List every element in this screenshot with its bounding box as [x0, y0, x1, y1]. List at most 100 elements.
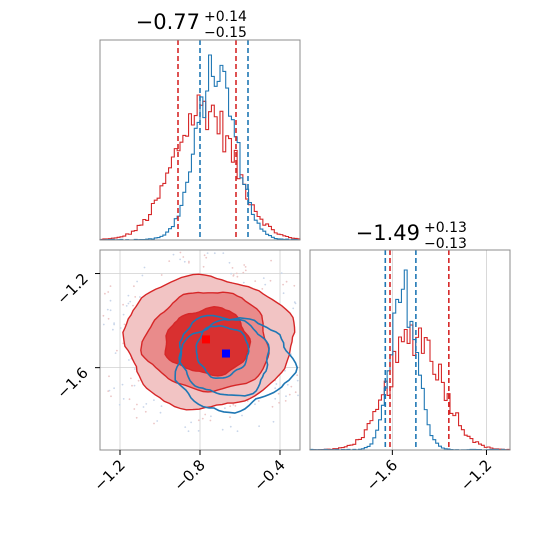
sample-point — [229, 416, 231, 419]
sample-point — [122, 398, 125, 400]
sample-point — [244, 269, 247, 272]
red-contour-line — [122, 273, 296, 411]
red-contour-line — [164, 305, 252, 377]
sample-point — [294, 302, 297, 305]
sample-point — [254, 280, 257, 282]
sample-point — [107, 317, 110, 320]
sample-point — [113, 387, 115, 390]
sample-point — [102, 323, 105, 326]
sample-point — [156, 420, 159, 422]
sample-point — [244, 266, 247, 268]
sample-point — [129, 300, 132, 303]
sample-point — [224, 407, 226, 410]
sample-point — [241, 414, 243, 417]
sample-point — [285, 280, 288, 283]
param-1-title-upper: +0.14 — [204, 9, 247, 25]
sample-point — [131, 384, 133, 387]
sample-point — [284, 369, 286, 372]
sample-point — [284, 400, 287, 402]
sample-point — [128, 398, 131, 401]
sample-point — [110, 395, 112, 398]
sample-point — [121, 383, 124, 386]
sample-point — [127, 359, 130, 361]
sample-point — [242, 271, 245, 274]
sample-point — [183, 260, 186, 263]
sample-point — [294, 391, 297, 394]
sample-point — [285, 395, 287, 398]
sample-point — [204, 413, 207, 416]
sample-point — [269, 279, 272, 282]
sample-point — [246, 400, 249, 402]
sample-point — [127, 294, 130, 297]
sample-point — [292, 307, 295, 310]
sample-point — [232, 403, 235, 406]
sample-point — [179, 251, 182, 254]
marginal-panel-param-1: −0.77 +0.14 −0.15 — [99, 9, 301, 241]
sample-point — [231, 267, 234, 269]
sample-point — [272, 420, 275, 423]
sample-point — [197, 419, 200, 422]
sample-point — [293, 284, 296, 287]
sample-point — [274, 387, 277, 390]
sample-point — [286, 383, 289, 386]
sample-point — [107, 291, 110, 293]
sample-point — [205, 256, 208, 259]
sample-point — [202, 265, 205, 268]
sample-point — [160, 274, 163, 276]
sample-point — [134, 296, 137, 298]
sample-point — [236, 430, 239, 433]
sample-point — [229, 425, 232, 428]
sample-point — [109, 299, 112, 302]
sample-point — [210, 415, 212, 418]
sample-point — [264, 283, 267, 286]
sample-point — [230, 272, 233, 275]
sample-point — [118, 403, 121, 406]
sample-point — [130, 377, 132, 380]
sample-point — [136, 403, 138, 406]
sample-point — [127, 302, 130, 305]
sample-point — [125, 305, 128, 307]
sample-point — [139, 296, 141, 298]
sample-point — [187, 430, 190, 433]
sample-point — [107, 390, 110, 392]
sample-point — [168, 260, 171, 262]
sample-point — [242, 281, 245, 284]
sample-point — [271, 405, 274, 408]
sample-point — [297, 394, 299, 397]
sample-point — [153, 422, 155, 425]
sample-point — [142, 406, 145, 408]
sample-point — [160, 405, 163, 407]
sample-point — [102, 314, 105, 317]
sample-point — [133, 408, 136, 410]
blue-contour-line — [178, 318, 270, 397]
panel-frame — [309, 249, 511, 451]
sample-point — [188, 260, 190, 263]
sample-point — [114, 352, 117, 354]
sample-point — [213, 252, 216, 255]
sample-point — [136, 280, 139, 283]
sample-point — [109, 309, 112, 312]
blue-contour-line — [195, 325, 250, 380]
sample-point — [135, 416, 138, 419]
red-histogram — [309, 324, 511, 451]
sample-point — [133, 384, 136, 387]
sample-point — [122, 303, 124, 306]
sample-point — [261, 288, 264, 290]
sample-point — [235, 272, 238, 275]
sample-point — [141, 274, 144, 277]
sample-point — [190, 421, 193, 424]
sample-point — [116, 349, 118, 352]
sample-point — [122, 313, 125, 316]
param-1-title: −0.77 — [136, 10, 200, 34]
sample-point — [277, 392, 280, 395]
sample-point — [275, 383, 278, 385]
sample-point — [182, 256, 185, 258]
sample-point — [209, 419, 212, 422]
sample-point — [203, 254, 206, 257]
sample-point — [134, 368, 136, 370]
sample-point — [243, 264, 246, 266]
sample-point — [184, 426, 187, 428]
red-best-fit-marker — [202, 335, 210, 344]
sample-point — [113, 323, 115, 326]
